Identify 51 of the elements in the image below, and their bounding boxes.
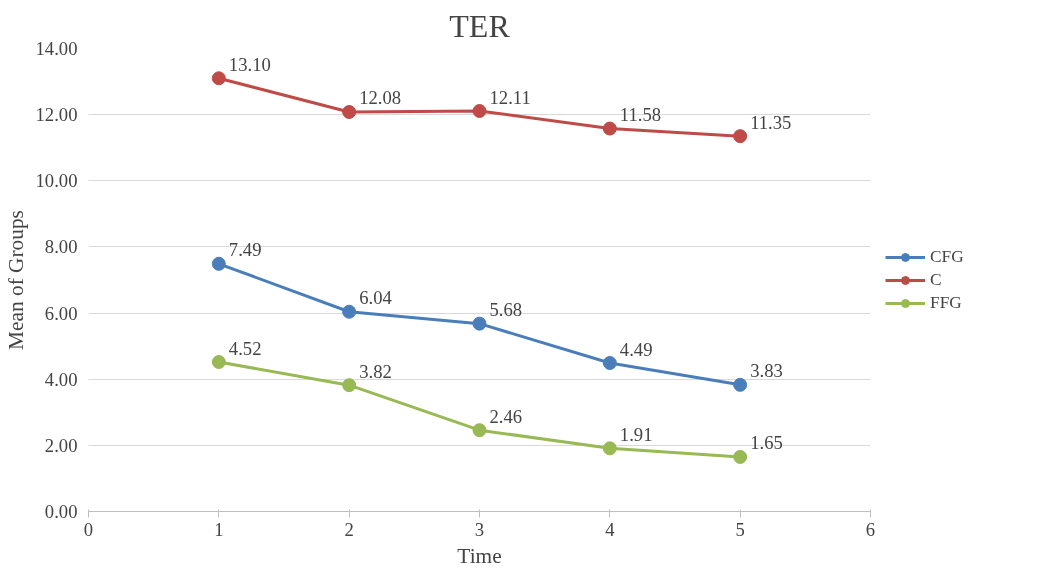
y-tick-label: 10.00 [35,170,78,192]
data-label: 5.68 [489,299,523,321]
point [211,355,226,369]
x-tick-label: 5 [735,518,745,540]
data-label: 1.91 [619,423,653,445]
point [211,71,226,86]
y-tick-label: 14.00 [35,38,78,59]
data-label: 4.49 [619,338,653,360]
x-axis-title: Time [457,543,502,568]
data-label: 11.58 [619,104,662,126]
x-tick-label: 3 [474,518,485,540]
data-label: 6.04 [359,287,393,309]
data-label: 11.35 [750,111,792,133]
point [342,378,357,393]
legend-label: FFG [930,292,962,313]
point [602,441,617,456]
data-label: 1.65 [750,432,783,454]
data-label: 4.52 [228,337,262,359]
x-tick-label: 1 [214,518,224,540]
data-label: 3.83 [750,360,783,382]
data-label: 12.08 [359,87,402,109]
x-tick-label: 2 [344,518,354,540]
x-tick-label: 4 [605,518,616,540]
point [472,316,487,331]
data-label: 13.10 [228,53,271,75]
x-tick-label: 0 [83,518,94,540]
point [733,129,748,144]
data-label: 7.49 [228,239,262,261]
y-tick-label: 8.00 [44,236,78,258]
point [472,104,487,118]
x-tick-label: 6 [865,518,876,540]
point [733,377,748,392]
legend-label: CFG [930,246,964,267]
legend-label: C [930,269,943,290]
point [472,423,487,438]
chart-title: TER [449,7,511,44]
y-tick-label: 4.00 [44,368,78,390]
y-tick-label: 12.00 [35,104,78,126]
data-label: 2.46 [489,405,523,427]
y-tick-label: 0.00 [44,501,78,522]
point [211,256,226,271]
y-tick-label: 2.00 [44,434,78,456]
point [342,105,357,119]
point [602,356,617,370]
y-axis-title: Mean of Groups [3,210,28,350]
point [733,449,748,464]
point [602,121,617,136]
data-label: 12.11 [489,86,531,108]
y-tick-label: 6.00 [44,302,78,324]
point [342,304,357,319]
data-label: 3.82 [359,360,392,382]
